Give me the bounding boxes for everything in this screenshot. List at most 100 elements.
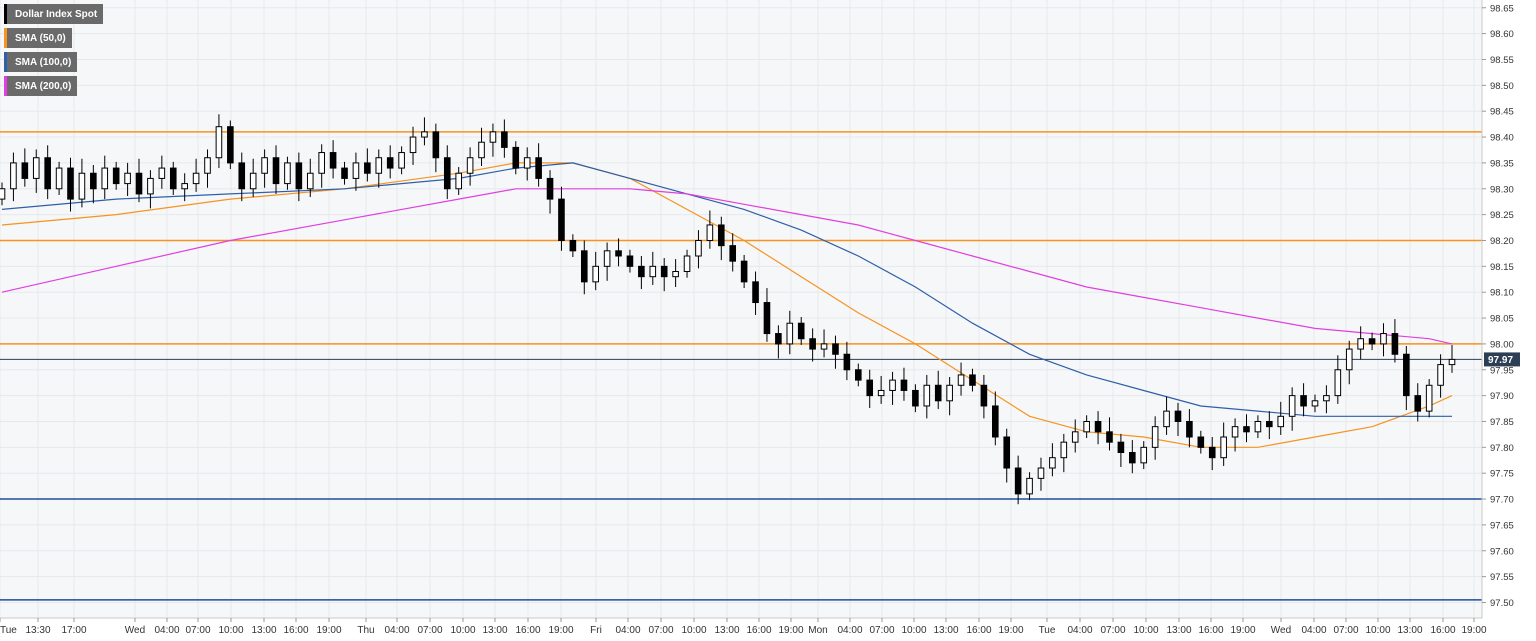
candle-body bbox=[1345, 348, 1353, 371]
candle-body bbox=[1300, 395, 1307, 407]
legend-item-sma-100[interactable]: SMA (100,0) bbox=[4, 52, 78, 72]
candle-body bbox=[980, 384, 988, 407]
candle-body bbox=[249, 172, 257, 190]
y-tick-label: 97.85 bbox=[1490, 417, 1514, 428]
candle-body bbox=[1026, 477, 1033, 495]
candle-body bbox=[683, 255, 691, 273]
candle-body bbox=[169, 167, 177, 190]
candle-body bbox=[1380, 333, 1387, 345]
candle-body bbox=[1231, 426, 1239, 438]
y-tick-label: 98.10 bbox=[1490, 288, 1514, 299]
candle-body bbox=[1014, 467, 1022, 495]
candle-body bbox=[1288, 395, 1296, 417]
y-tick-label: 97.65 bbox=[1490, 520, 1514, 531]
sma-line bbox=[1, 188, 1453, 345]
candle-body bbox=[649, 265, 657, 278]
candle-body bbox=[501, 131, 508, 148]
candle-body bbox=[1437, 364, 1444, 386]
x-tick-label: 13:00 bbox=[714, 625, 739, 636]
candle-body bbox=[21, 162, 29, 179]
x-tick-label: 07:00 bbox=[1333, 625, 1358, 636]
candle-body bbox=[466, 157, 474, 174]
candle-body bbox=[1243, 426, 1250, 433]
legend-item-dollar-index[interactable]: Dollar Index Spot bbox=[4, 4, 104, 24]
x-tick-label: 10:00 bbox=[1133, 625, 1158, 636]
candle-body bbox=[238, 162, 246, 190]
candle-body bbox=[455, 172, 462, 190]
x-tick-label: 13:00 bbox=[1397, 625, 1422, 636]
candle-body bbox=[215, 126, 223, 159]
candle-body bbox=[695, 239, 702, 257]
candle-body bbox=[638, 265, 645, 278]
candle-body bbox=[55, 167, 63, 190]
candle-body bbox=[877, 389, 885, 397]
x-tick-label: 10:00 bbox=[218, 625, 243, 636]
y-tick-label: 98.65 bbox=[1490, 3, 1514, 14]
candle-body bbox=[181, 183, 188, 190]
candle-body bbox=[946, 384, 953, 402]
x-tick-label: 07:00 bbox=[648, 625, 673, 636]
candle-body bbox=[1254, 420, 1262, 433]
x-tick-label: 04:00 bbox=[1067, 625, 1092, 636]
candle-body bbox=[352, 162, 360, 179]
candle-body bbox=[489, 131, 497, 143]
candle-body bbox=[717, 224, 725, 247]
x-tick-label: 10:00 bbox=[1365, 625, 1390, 636]
x-tick-label: 19:00 bbox=[316, 625, 341, 636]
plot-background bbox=[0, 0, 1482, 618]
candle-body bbox=[752, 281, 759, 304]
candle-body bbox=[341, 167, 348, 179]
candle-body bbox=[1277, 415, 1285, 428]
x-tick-label: 16:00 bbox=[746, 625, 771, 636]
x-tick-label: 10:00 bbox=[901, 625, 926, 636]
candle-body bbox=[1049, 457, 1056, 469]
candle-body bbox=[204, 157, 211, 174]
current-price-value: 97.97 bbox=[1488, 355, 1513, 366]
x-tick-label: 19:00 bbox=[548, 625, 573, 636]
candle-body bbox=[580, 250, 588, 283]
candle-body bbox=[569, 239, 577, 252]
candle-body bbox=[854, 369, 862, 381]
candle-body bbox=[512, 146, 520, 169]
y-tick-label: 98.20 bbox=[1490, 236, 1514, 247]
candle-body bbox=[1368, 338, 1376, 345]
x-tick-label: Wed bbox=[125, 625, 145, 636]
x-tick-label: 04:00 bbox=[384, 625, 409, 636]
candle-body bbox=[1197, 436, 1205, 448]
candle-body bbox=[603, 250, 611, 267]
candle-body bbox=[295, 162, 303, 190]
x-tick-label: 16:00 bbox=[1430, 625, 1455, 636]
x-tick-label: Tue bbox=[1039, 625, 1056, 636]
y-tick-label: 98.15 bbox=[1490, 262, 1514, 273]
candle-body bbox=[1071, 431, 1079, 443]
candle-body bbox=[546, 177, 554, 200]
x-tick-label: Mon bbox=[808, 625, 827, 636]
candle-body bbox=[1425, 384, 1433, 412]
candle-body bbox=[957, 374, 965, 386]
candle-body bbox=[889, 379, 896, 391]
legend-label: SMA (50,0) bbox=[15, 32, 66, 44]
candle-body bbox=[1163, 410, 1170, 428]
candle-body bbox=[1094, 420, 1102, 433]
candle-body bbox=[1334, 369, 1342, 397]
y-tick-label: 98.55 bbox=[1490, 55, 1514, 66]
candle-body bbox=[592, 265, 600, 283]
y-tick-label: 97.50 bbox=[1490, 598, 1514, 609]
legend-item-sma-200[interactable]: SMA (200,0) bbox=[4, 76, 78, 96]
x-tick-label: 04:00 bbox=[1301, 625, 1326, 636]
candle-body bbox=[1403, 353, 1410, 397]
legend-item-sma-50[interactable]: SMA (50,0) bbox=[4, 28, 72, 48]
candle-body bbox=[934, 384, 942, 402]
candle-body bbox=[1083, 420, 1090, 433]
candle-body bbox=[1060, 441, 1068, 459]
candles bbox=[0, 114, 1456, 505]
candle-body bbox=[10, 162, 17, 190]
candle-body bbox=[729, 245, 737, 262]
candle-body bbox=[832, 343, 839, 355]
candle-body bbox=[1391, 333, 1399, 355]
legend-label: SMA (100,0) bbox=[15, 56, 72, 68]
x-tick-label: 13:00 bbox=[251, 625, 276, 636]
sma-lines bbox=[1, 162, 1453, 448]
candle-body bbox=[375, 157, 383, 174]
x-tick-label: Fri bbox=[590, 625, 602, 636]
